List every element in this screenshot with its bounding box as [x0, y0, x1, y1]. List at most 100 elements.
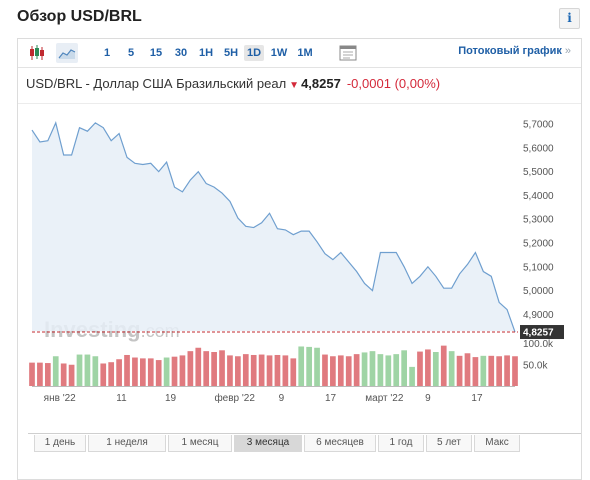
volume-bar: [227, 355, 233, 386]
volume-bar: [258, 354, 265, 386]
range-tab-1-month[interactable]: 1 месяц: [168, 435, 232, 452]
range-tab-1-day[interactable]: 1 день: [34, 435, 86, 452]
volume-bar: [282, 355, 289, 386]
timeframe-1[interactable]: 1: [103, 47, 111, 59]
timeframe-1d[interactable]: 1D: [244, 45, 264, 61]
volume-bar: [250, 354, 257, 386]
volume-bar: [116, 359, 122, 386]
volume-bar: [377, 354, 384, 387]
timeframe-5[interactable]: 5: [127, 47, 135, 59]
volume-bar: [68, 364, 75, 386]
range-tab-1-year[interactable]: 1 год: [378, 435, 424, 452]
volume-bar: [132, 357, 138, 386]
price-chart[interactable]: Investing.com5,70005,60005,50005,40005,3…: [18, 39, 581, 431]
x-tick-label: 17: [471, 393, 483, 404]
range-tab-5-years[interactable]: 5 лет: [426, 435, 472, 452]
volume-bar: [290, 358, 297, 387]
quote-line: USD/BRL - Доллар США Бразильский реал ▼ 4,…: [26, 76, 440, 91]
volume-bar: [480, 355, 487, 386]
volume-bar: [60, 363, 67, 386]
volume-bar: [84, 354, 91, 386]
x-tick-label: 9: [279, 393, 285, 404]
volume-bar: [140, 358, 146, 387]
x-tick-label: 9: [425, 393, 431, 404]
volume-bar: [203, 351, 210, 386]
volume-bar: [353, 354, 360, 387]
volume-bar: [163, 357, 170, 386]
volume-bar: [314, 347, 320, 386]
volume-bar: [432, 352, 439, 386]
volume-bar: [76, 354, 83, 386]
volume-bar: [92, 356, 99, 386]
streaming-chart-label: Потоковый график: [458, 45, 562, 57]
volume-bar: [242, 354, 249, 387]
timeframe-15[interactable]: 15: [149, 47, 163, 59]
range-tab-6-months[interactable]: 6 месяцев: [304, 435, 376, 452]
double-chevron-right-icon: »: [564, 45, 571, 57]
volume-bar: [504, 355, 510, 386]
volume-bar: [512, 356, 518, 386]
price-change-percent: (0,00%): [394, 76, 441, 91]
y-tick-label: 5,1000: [523, 262, 554, 273]
volume-bar: [306, 346, 312, 386]
volume-bar: [298, 346, 305, 386]
x-tick-label: февр '22: [214, 392, 255, 404]
volume-bar: [219, 350, 225, 386]
volume-bar: [108, 362, 115, 386]
x-tick-label: март '22: [365, 393, 404, 404]
timeframe-1h[interactable]: 1H: [198, 47, 214, 59]
volume-bar: [440, 345, 447, 387]
volume-bar: [488, 355, 495, 386]
timeframe-5h[interactable]: 5H: [223, 47, 239, 59]
last-price-marker: [520, 325, 564, 340]
down-arrow-icon: ▼: [289, 80, 300, 91]
volume-bar: [235, 356, 241, 386]
y-tick-label: 4,9000: [523, 310, 554, 321]
volume-bar: [124, 354, 130, 386]
volume-bar: [385, 355, 392, 386]
y-tick-label: 5,0000: [523, 286, 554, 297]
volume-bar: [274, 354, 281, 386]
timeframe-1w[interactable]: 1W: [270, 47, 288, 59]
volume-bar: [52, 356, 59, 386]
last-price-label: 4,8257: [523, 328, 554, 339]
candlestick-chart-icon[interactable]: [26, 43, 48, 63]
header-divider: [18, 103, 581, 104]
price-area-fill: [32, 122, 515, 332]
volume-bar: [29, 362, 35, 387]
volume-bar: [456, 355, 463, 386]
volume-bar: [409, 366, 415, 387]
volume-bar: [369, 351, 376, 386]
timeframe-30[interactable]: 30: [174, 47, 188, 59]
x-tick-label: 19: [165, 393, 177, 404]
range-tab-1-week[interactable]: 1 неделя: [88, 435, 166, 452]
price-line: [31, 121, 516, 333]
volume-bar: [337, 355, 344, 386]
y-tick-label: 5,5000: [523, 167, 554, 178]
volume-bar: [171, 356, 178, 386]
volume-bar: [37, 362, 43, 387]
x-tick-label: 17: [325, 393, 337, 404]
streaming-chart-link[interactable]: Потоковый график»: [458, 45, 571, 57]
volume-bar: [322, 354, 328, 386]
range-tab-3-months[interactable]: 3 месяца: [234, 435, 302, 452]
volume-bar: [195, 347, 202, 386]
y-tick-label: 5,4000: [523, 191, 554, 202]
volume-bar: [211, 352, 217, 386]
info-icon[interactable]: i: [559, 8, 580, 29]
y-tick-label: 5,3000: [523, 215, 554, 226]
area-chart-icon[interactable]: [56, 43, 78, 63]
y-tick-label: 5,2000: [523, 239, 554, 250]
range-tabs: 1 день 1 неделя 1 месяц 3 месяца 6 месяц…: [28, 433, 581, 454]
volume-bar: [155, 360, 162, 386]
volume-bar: [345, 356, 352, 386]
page-title: Обзор USD/BRL: [17, 8, 142, 25]
indicators-icon[interactable]: [337, 43, 359, 63]
range-tab-max[interactable]: Макс: [474, 435, 520, 452]
timeframe-1m[interactable]: 1M: [297, 47, 313, 59]
x-tick-label: 11: [116, 393, 127, 404]
volume-bar: [393, 354, 400, 387]
instrument-name: USD/BRL - Доллар США Бразильский реал: [26, 76, 287, 91]
volume-bar: [266, 355, 273, 386]
volume-bar: [417, 351, 423, 386]
